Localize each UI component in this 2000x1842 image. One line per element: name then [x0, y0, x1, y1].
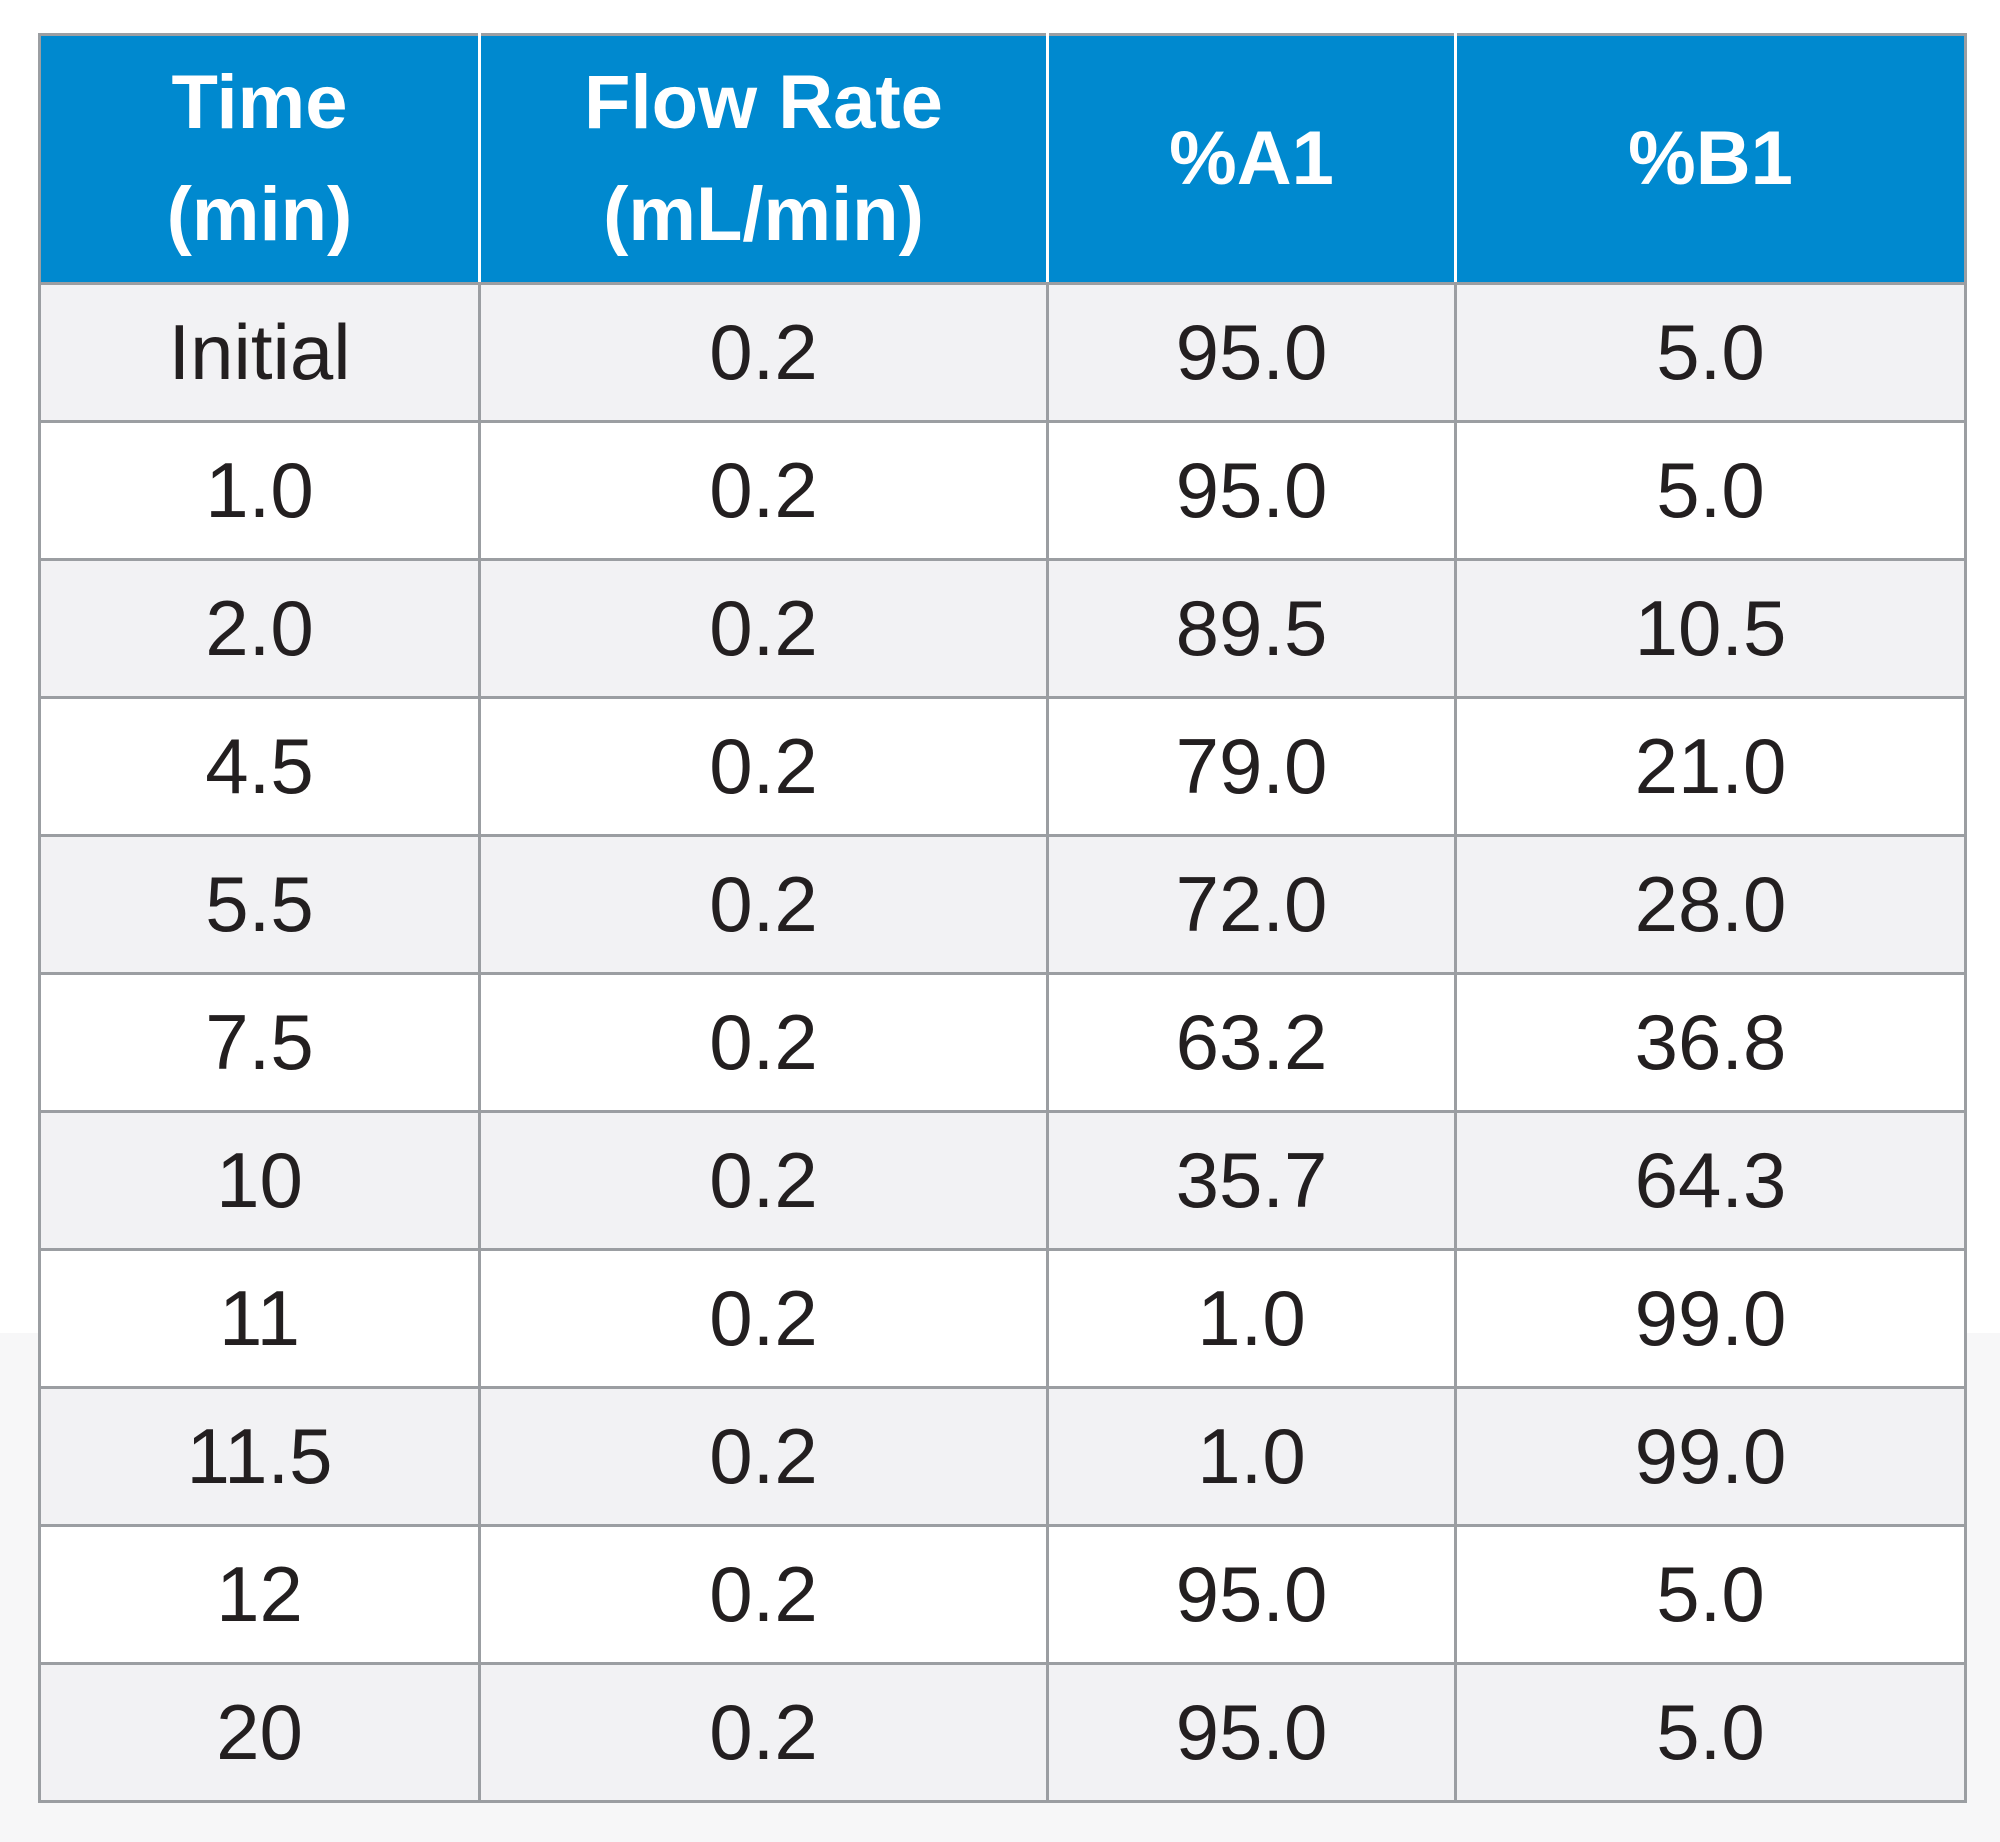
header-percent-a1-label: %A1: [1169, 116, 1334, 201]
cell-time: 12: [38, 1524, 481, 1665]
cell-percent-a1: 63.2: [1046, 972, 1457, 1113]
cell-flow-rate: 0.2: [478, 420, 1049, 561]
cell-time: 7.5: [38, 972, 481, 1113]
table-row: 11 0.2 1.0 99.0: [38, 1248, 1967, 1389]
cell-time: 5.5: [38, 834, 481, 975]
header-time-unit: (min): [166, 172, 353, 257]
header-flow-rate: Flow Rate (mL/min): [478, 33, 1049, 285]
header-time: Time (min): [38, 33, 481, 285]
cell-percent-b1: 64.3: [1454, 1110, 1967, 1251]
table-row: 2.0 0.2 89.5 10.5: [38, 558, 1967, 699]
table-row: 1.0 0.2 95.0 5.0: [38, 420, 1967, 561]
cell-time: 20: [38, 1662, 481, 1803]
cell-percent-b1: 5.0: [1454, 1524, 1967, 1665]
gradient-table: Time (min) Flow Rate (mL/min) %A1 %B1 In…: [38, 33, 1967, 1803]
cell-time: 11.5: [38, 1386, 481, 1527]
cell-percent-a1: 1.0: [1046, 1248, 1457, 1389]
cell-time: 1.0: [38, 420, 481, 561]
table-row: Initial 0.2 95.0 5.0: [38, 282, 1967, 423]
cell-percent-a1: 95.0: [1046, 420, 1457, 561]
cell-time: 10: [38, 1110, 481, 1251]
cell-percent-b1: 5.0: [1454, 420, 1967, 561]
cell-time: 11: [38, 1248, 481, 1389]
cell-flow-rate: 0.2: [478, 834, 1049, 975]
cell-time: Initial: [38, 282, 481, 423]
table-body: Initial 0.2 95.0 5.0 1.0 0.2 95.0 5.0 2.…: [38, 282, 1967, 1803]
cell-percent-a1: 72.0: [1046, 834, 1457, 975]
cell-percent-a1: 95.0: [1046, 282, 1457, 423]
cell-percent-b1: 28.0: [1454, 834, 1967, 975]
header-percent-b1: %B1: [1454, 33, 1967, 285]
cell-percent-b1: 5.0: [1454, 1662, 1967, 1803]
table-row: 7.5 0.2 63.2 36.8: [38, 972, 1967, 1113]
table-row: 5.5 0.2 72.0 28.0: [38, 834, 1967, 975]
header-flow-rate-label: Flow Rate: [584, 60, 943, 145]
table-row: 11.5 0.2 1.0 99.0: [38, 1386, 1967, 1527]
table-row: 20 0.2 95.0 5.0: [38, 1662, 1967, 1803]
header-row: Time (min) Flow Rate (mL/min) %A1 %B1: [38, 33, 1967, 285]
cell-percent-b1: 5.0: [1454, 282, 1967, 423]
cell-percent-a1: 35.7: [1046, 1110, 1457, 1251]
header-flow-rate-unit: (mL/min): [603, 172, 924, 257]
table-header: Time (min) Flow Rate (mL/min) %A1 %B1: [38, 33, 1967, 285]
cell-flow-rate: 0.2: [478, 1524, 1049, 1665]
header-percent-b1-label: %B1: [1628, 116, 1793, 201]
header-percent-a1: %A1: [1046, 33, 1457, 285]
cell-percent-b1: 36.8: [1454, 972, 1967, 1113]
cell-percent-a1: 89.5: [1046, 558, 1457, 699]
cell-flow-rate: 0.2: [478, 558, 1049, 699]
table-row: 10 0.2 35.7 64.3: [38, 1110, 1967, 1251]
cell-time: 4.5: [38, 696, 481, 837]
cell-percent-b1: 99.0: [1454, 1386, 1967, 1527]
cell-percent-a1: 95.0: [1046, 1524, 1457, 1665]
cell-flow-rate: 0.2: [478, 1662, 1049, 1803]
table-row: 4.5 0.2 79.0 21.0: [38, 696, 1967, 837]
cell-flow-rate: 0.2: [478, 282, 1049, 423]
cell-flow-rate: 0.2: [478, 1110, 1049, 1251]
cell-flow-rate: 0.2: [478, 1386, 1049, 1527]
cell-flow-rate: 0.2: [478, 1248, 1049, 1389]
cell-percent-b1: 99.0: [1454, 1248, 1967, 1389]
cell-percent-a1: 95.0: [1046, 1662, 1457, 1803]
header-time-label: Time: [171, 60, 348, 145]
cell-percent-b1: 10.5: [1454, 558, 1967, 699]
cell-time: 2.0: [38, 558, 481, 699]
cell-flow-rate: 0.2: [478, 972, 1049, 1113]
cell-percent-a1: 1.0: [1046, 1386, 1457, 1527]
cell-flow-rate: 0.2: [478, 696, 1049, 837]
table-row: 12 0.2 95.0 5.0: [38, 1524, 1967, 1665]
cell-percent-b1: 21.0: [1454, 696, 1967, 837]
cell-percent-a1: 79.0: [1046, 696, 1457, 837]
